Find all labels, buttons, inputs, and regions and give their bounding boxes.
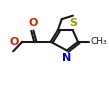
Text: S: S	[69, 18, 77, 28]
Text: N: N	[62, 53, 71, 63]
Text: O: O	[28, 18, 38, 28]
Text: CH₃: CH₃	[91, 37, 107, 46]
Text: O: O	[10, 37, 19, 47]
